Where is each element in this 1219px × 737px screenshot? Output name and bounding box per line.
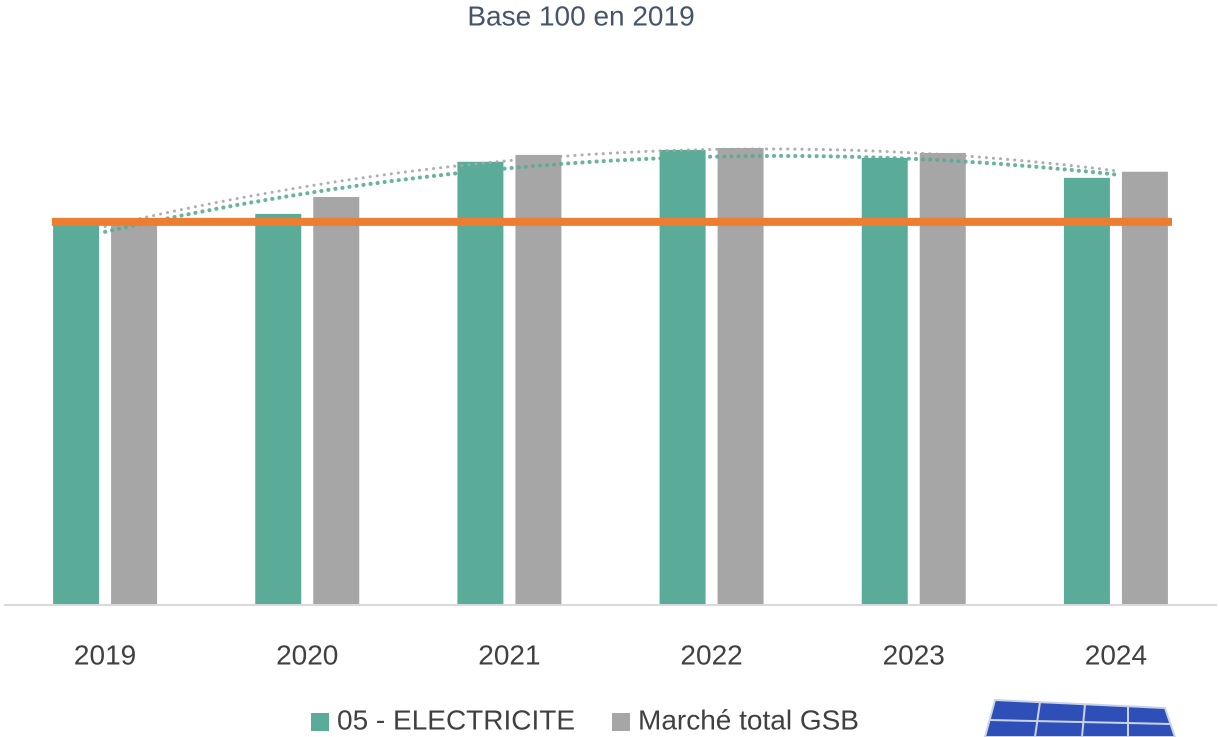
legend-swatch — [612, 713, 630, 731]
legend-swatch — [311, 713, 329, 731]
bar — [255, 214, 301, 605]
chart-title: Base 100 en 2019 — [467, 0, 694, 31]
page: {"chart_data": {"type": "bar", "title": … — [0, 0, 1219, 737]
bar — [53, 222, 99, 605]
x-tick-label: 2022 — [680, 639, 742, 670]
bar — [313, 197, 359, 605]
chart: Base 100 en 2019 2019 2020 2021 2022 2023 202… — [0, 0, 1219, 737]
bar — [1064, 178, 1110, 605]
legend-label: Marché total GSB — [638, 704, 859, 735]
legend-label: 05 - ELECTRICITE — [337, 704, 575, 735]
bar — [457, 162, 503, 605]
bar — [1122, 172, 1168, 605]
bar — [718, 148, 764, 605]
solar-panel-icon — [985, 700, 1175, 737]
x-tick-label: 2020 — [276, 639, 338, 670]
x-tick-label: 2019 — [74, 639, 136, 670]
x-tick-label: 2021 — [478, 639, 540, 670]
bar — [111, 222, 157, 605]
x-tick-label: 2024 — [1085, 639, 1147, 670]
x-tick-label: 2023 — [883, 639, 945, 670]
